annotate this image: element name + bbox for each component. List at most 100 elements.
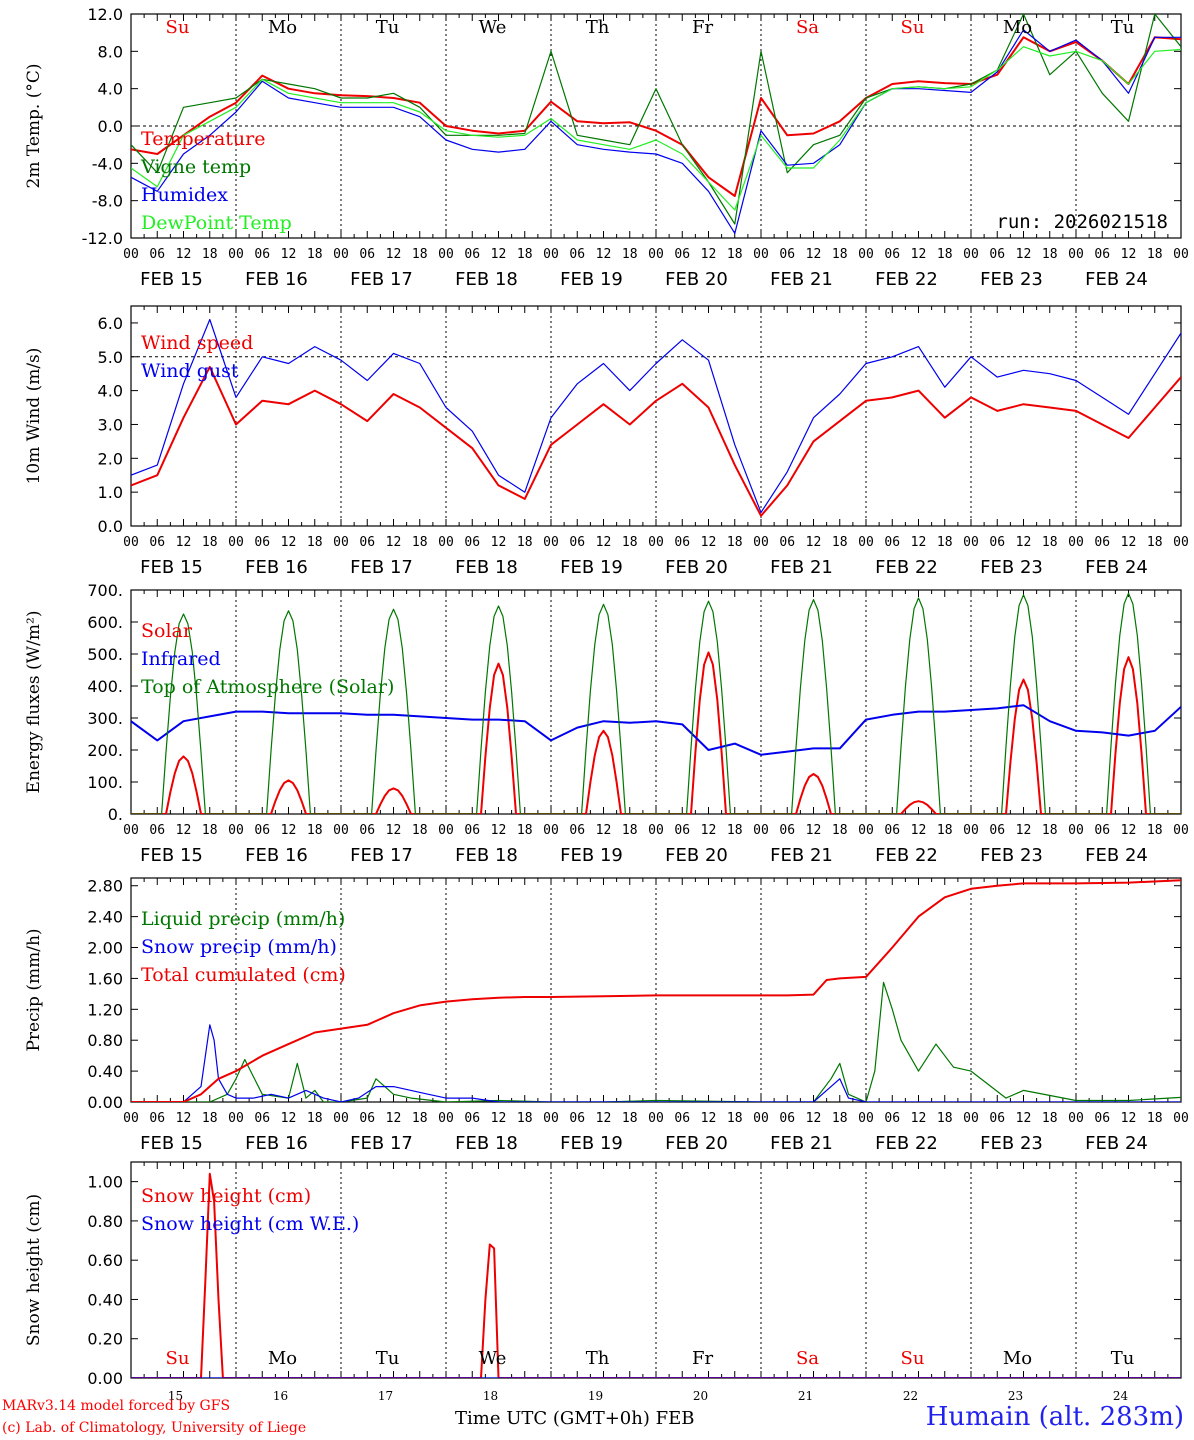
date-label: FEB 18 bbox=[455, 269, 518, 290]
legend-entry: Infrared bbox=[141, 648, 221, 670]
date-label: FEB 20 bbox=[665, 269, 728, 290]
hour-label: 06 bbox=[884, 1111, 900, 1126]
date-label: FEB 20 bbox=[665, 557, 728, 578]
credit-lab: (c) Lab. of Climatology, University of L… bbox=[2, 1420, 307, 1436]
y-tick-label: 0.60 bbox=[87, 1251, 123, 1270]
hour-label: 12 bbox=[806, 247, 822, 262]
series-group bbox=[131, 14, 1181, 234]
hour-label: 00 bbox=[543, 535, 559, 550]
hour-label: 06 bbox=[884, 247, 900, 262]
date-label: FEB 18 bbox=[455, 557, 518, 578]
y-tick-label: 0.80 bbox=[87, 1031, 123, 1050]
hour-label: 06 bbox=[149, 247, 165, 262]
y-tick-label: 0.20 bbox=[87, 1330, 123, 1349]
hour-label: 12 bbox=[806, 823, 822, 838]
hour-label: 06 bbox=[674, 535, 690, 550]
hour-label: 18 bbox=[1147, 247, 1163, 262]
hour-label: 00 bbox=[753, 247, 769, 262]
hour-label: 12 bbox=[806, 535, 822, 550]
date-label: FEB 17 bbox=[350, 269, 413, 290]
hour-label: 00 bbox=[228, 1111, 244, 1126]
hour-label: 12 bbox=[386, 247, 402, 262]
day-name: Mo bbox=[268, 1348, 297, 1369]
hour-label: 00 bbox=[753, 1111, 769, 1126]
day-name: We bbox=[479, 17, 507, 38]
y-tick-label: 3.0 bbox=[98, 415, 123, 434]
date-label: FEB 24 bbox=[1085, 1133, 1148, 1154]
hour-label: 00 bbox=[1173, 247, 1189, 262]
hour-label: 06 bbox=[464, 1111, 480, 1126]
date-label: FEB 23 bbox=[980, 557, 1043, 578]
series-infrared bbox=[131, 704, 1181, 756]
day-name: Sa bbox=[796, 1348, 819, 1369]
day-name: Tu bbox=[1111, 1348, 1135, 1369]
date-label: FEB 16 bbox=[245, 845, 308, 866]
hour-label: 18 bbox=[727, 535, 743, 550]
hour-label: 00 bbox=[1173, 535, 1189, 550]
hour-label: 06 bbox=[569, 247, 585, 262]
hour-label: 00 bbox=[333, 1111, 349, 1126]
station-name: Humain (alt. 283m) bbox=[925, 1402, 1184, 1432]
hour-label: 00 bbox=[438, 535, 454, 550]
y-tick-label: 1.20 bbox=[87, 1000, 123, 1019]
y-tick-label: 0.00 bbox=[87, 1093, 123, 1112]
date-label: FEB 23 bbox=[980, 845, 1043, 866]
hour-label: 18 bbox=[937, 247, 953, 262]
hour-label: 06 bbox=[359, 535, 375, 550]
date-label: FEB 16 bbox=[245, 557, 308, 578]
day-name: Th bbox=[586, 1348, 610, 1369]
hour-label: 18 bbox=[937, 535, 953, 550]
hour-label: 18 bbox=[1147, 535, 1163, 550]
y-tick-label: 2.0 bbox=[98, 449, 123, 468]
hour-label: 00 bbox=[1173, 823, 1189, 838]
hour-label: 00 bbox=[1068, 823, 1084, 838]
day-name: Fr bbox=[692, 17, 713, 38]
hour-label: 18 bbox=[412, 247, 428, 262]
hour-label: 12 bbox=[701, 1111, 717, 1126]
hour-label: 12 bbox=[491, 823, 507, 838]
hour-label: 06 bbox=[1094, 823, 1110, 838]
hour-label: 00 bbox=[1068, 247, 1084, 262]
date-label: FEB 18 bbox=[455, 845, 518, 866]
y-tick-label: -8.0 bbox=[92, 192, 123, 211]
date-label: FEB 21 bbox=[770, 557, 833, 578]
y-tick-label: 500. bbox=[87, 645, 123, 664]
date-label: FEB 20 bbox=[665, 845, 728, 866]
y-tick-label: 0.40 bbox=[87, 1290, 123, 1309]
hour-label: 00 bbox=[333, 247, 349, 262]
series-dewpoint-temp bbox=[131, 46, 1181, 211]
y-tick-label: 2.00 bbox=[87, 939, 123, 958]
hour-label: 06 bbox=[779, 1111, 795, 1126]
hour-label: 18 bbox=[937, 1111, 953, 1126]
hour-label: 18 bbox=[1042, 535, 1058, 550]
legend-entry: Snow height (cm W.E.) bbox=[141, 1213, 359, 1235]
hour-label: 00 bbox=[858, 1111, 874, 1126]
hour-label: 18 bbox=[202, 823, 218, 838]
hour-label: 06 bbox=[674, 823, 690, 838]
hour-label: 00 bbox=[228, 247, 244, 262]
hour-label: 18 bbox=[1147, 1111, 1163, 1126]
day-number: 19 bbox=[588, 1389, 603, 1403]
hour-label: 00 bbox=[858, 247, 874, 262]
y-axis-label: Energy fluxes (W/m²) bbox=[24, 611, 44, 794]
hour-label: 12 bbox=[281, 247, 297, 262]
y-tick-label: 1.00 bbox=[87, 1173, 123, 1192]
hour-label: 12 bbox=[1121, 247, 1137, 262]
hour-label: 18 bbox=[1042, 1111, 1058, 1126]
date-label: FEB 23 bbox=[980, 1133, 1043, 1154]
hour-label: 06 bbox=[1094, 535, 1110, 550]
hour-label: 18 bbox=[517, 247, 533, 262]
legend-entry: Wind speed bbox=[141, 332, 253, 354]
hour-label: 12 bbox=[491, 535, 507, 550]
hour-label: 06 bbox=[464, 247, 480, 262]
day-number: 22 bbox=[903, 1389, 918, 1403]
hour-label: 06 bbox=[359, 1111, 375, 1126]
series-liquid-precip-mm-h bbox=[131, 981, 1181, 1102]
day-name: Mo bbox=[1003, 1348, 1032, 1369]
hour-label: 06 bbox=[359, 247, 375, 262]
y-tick-label: 5.0 bbox=[98, 348, 123, 367]
hour-label: 12 bbox=[596, 535, 612, 550]
hour-label: 06 bbox=[254, 1111, 270, 1126]
hour-label: 00 bbox=[543, 1111, 559, 1126]
